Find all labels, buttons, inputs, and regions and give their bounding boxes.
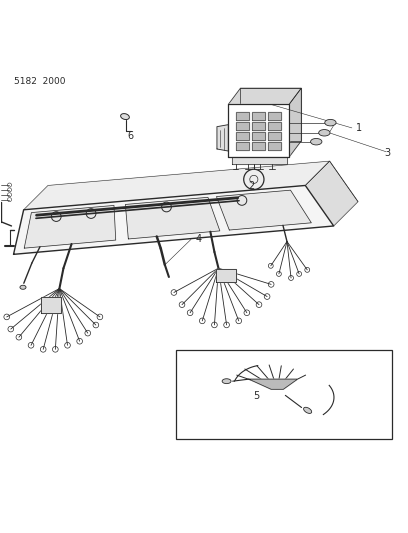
Polygon shape [24, 205, 116, 248]
Polygon shape [236, 132, 249, 140]
Bar [175, 350, 392, 439]
Polygon shape [252, 122, 265, 130]
Ellipse shape [20, 285, 26, 289]
Polygon shape [268, 142, 281, 150]
Text: 1: 1 [356, 123, 362, 133]
Polygon shape [13, 185, 334, 254]
Polygon shape [240, 88, 301, 141]
Polygon shape [24, 161, 330, 210]
Polygon shape [289, 88, 301, 157]
Polygon shape [236, 111, 249, 119]
Polygon shape [236, 142, 249, 150]
Polygon shape [217, 269, 236, 282]
Ellipse shape [325, 119, 336, 126]
Polygon shape [217, 125, 228, 151]
Text: 5: 5 [253, 391, 259, 401]
Polygon shape [236, 122, 249, 130]
Polygon shape [268, 122, 281, 130]
Polygon shape [252, 142, 265, 150]
Polygon shape [41, 297, 62, 313]
Polygon shape [268, 111, 281, 119]
Ellipse shape [310, 139, 322, 145]
Polygon shape [228, 104, 289, 157]
Ellipse shape [222, 379, 231, 384]
Ellipse shape [304, 407, 312, 414]
Polygon shape [233, 157, 287, 164]
Ellipse shape [319, 130, 330, 136]
Text: 4: 4 [195, 235, 201, 244]
Polygon shape [252, 132, 265, 140]
Polygon shape [252, 111, 265, 119]
Text: 6: 6 [127, 131, 133, 141]
Polygon shape [217, 190, 311, 230]
Polygon shape [228, 88, 301, 104]
Text: 3: 3 [384, 148, 390, 158]
Polygon shape [125, 197, 220, 239]
Polygon shape [249, 379, 297, 389]
Text: 2: 2 [249, 181, 255, 191]
Text: 5182  2000: 5182 2000 [13, 77, 65, 86]
Ellipse shape [121, 114, 129, 119]
Polygon shape [305, 161, 358, 226]
Polygon shape [268, 132, 281, 140]
